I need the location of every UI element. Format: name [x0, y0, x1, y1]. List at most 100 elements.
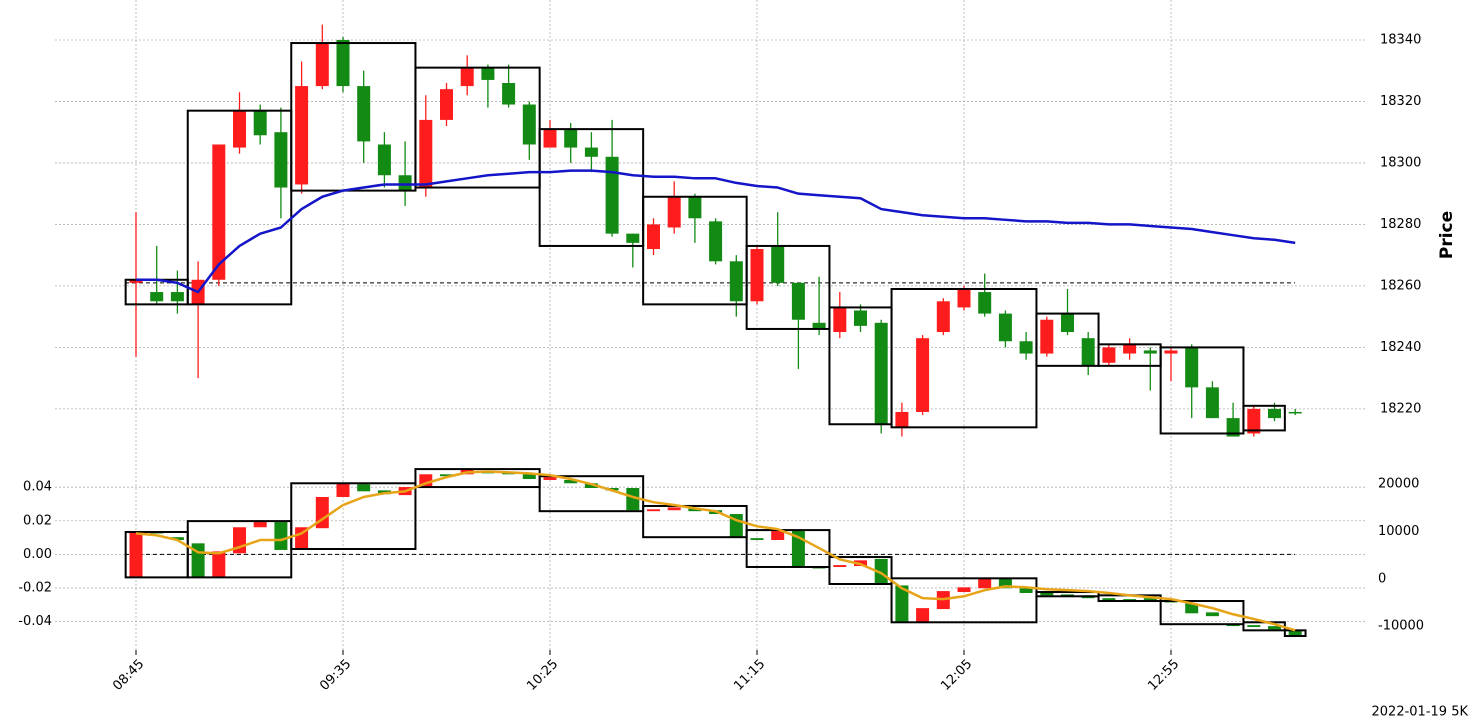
candle-body — [419, 119, 433, 188]
candle-body — [584, 147, 598, 157]
candle-body — [605, 156, 619, 234]
candle-body — [564, 479, 578, 484]
candle-body — [377, 144, 391, 176]
candle-body — [647, 509, 660, 512]
x-tick-label: 11:15 — [731, 657, 768, 694]
x-tick-label: 12:55 — [1145, 657, 1182, 694]
candle-body — [771, 531, 785, 541]
candle-body — [750, 538, 764, 541]
candle-body — [398, 175, 412, 191]
candle-body — [626, 233, 640, 243]
range-box — [745, 529, 831, 568]
candle-body — [916, 338, 930, 412]
candle-body — [688, 508, 702, 512]
range-box — [186, 109, 293, 306]
range-box — [828, 556, 893, 585]
y-tick-label: 18280 — [1380, 217, 1421, 232]
range-box — [1035, 312, 1100, 367]
candle-body — [1019, 341, 1033, 354]
candle-body — [854, 310, 867, 326]
candle-body — [522, 474, 536, 480]
candle-body — [1102, 347, 1116, 363]
range-box — [290, 482, 417, 551]
candle-body — [895, 585, 909, 623]
candle-body — [1247, 408, 1261, 434]
candle-body — [998, 313, 1012, 342]
candle-body — [791, 282, 805, 320]
candle-body — [543, 477, 557, 480]
candle-body — [274, 522, 288, 550]
line-series — [136, 169, 1296, 294]
candle-body — [1040, 592, 1054, 596]
x-tick-label: 09:35 — [317, 657, 354, 694]
candle-body — [833, 307, 847, 333]
range-box — [642, 504, 748, 539]
footer-label: 2022-01-19 5K — [1372, 705, 1469, 720]
candle-body — [253, 110, 267, 136]
candle-body — [750, 249, 764, 302]
candle-body — [833, 565, 847, 567]
y-tick-label: 18340 — [1380, 32, 1421, 47]
candle-body — [709, 221, 723, 262]
candle-body — [1185, 347, 1199, 388]
candle-body — [1164, 350, 1178, 354]
x-tick-label: 12:05 — [938, 657, 975, 694]
candle-body — [274, 132, 288, 188]
candle-body — [998, 578, 1012, 589]
candle-body — [1102, 598, 1116, 602]
y-tick-label: 18220 — [1380, 401, 1421, 416]
candle-body — [440, 89, 453, 120]
candle-body — [1185, 603, 1199, 614]
candle-body — [1040, 319, 1054, 354]
candle-body — [978, 578, 992, 589]
y-tick-label: 18240 — [1380, 340, 1421, 355]
candle-body — [1205, 612, 1219, 617]
candle-body — [1143, 350, 1157, 354]
candle-body — [564, 129, 578, 148]
candle-body — [1288, 411, 1302, 414]
candle-body — [1205, 387, 1219, 419]
candle-body — [1123, 344, 1137, 354]
range-box — [414, 66, 541, 189]
y-tick-label: -0.02 — [18, 580, 52, 595]
range-box — [538, 128, 645, 247]
candle-body — [1268, 408, 1281, 419]
y-axis-label: Price — [1437, 211, 1457, 259]
candle-body — [584, 483, 598, 489]
candle-body — [253, 522, 267, 528]
range-box — [1035, 591, 1100, 598]
x-tick-label: 10:25 — [524, 657, 561, 694]
candle-body — [315, 43, 329, 87]
candle-body — [295, 86, 309, 185]
y-tick-label: 0.02 — [23, 513, 52, 528]
y-tick-label: 0.00 — [23, 547, 52, 562]
candle-body — [647, 224, 660, 250]
candle-body — [170, 292, 184, 302]
candle-body — [502, 83, 516, 105]
candle-body — [1081, 338, 1095, 366]
range-box — [538, 475, 645, 513]
y2-tick-label: -10000 — [1378, 619, 1424, 634]
candle-body — [667, 196, 681, 228]
candle-body — [1143, 598, 1157, 601]
candle-body — [895, 411, 909, 428]
candle-body — [233, 110, 246, 148]
y-tick-label: 18320 — [1380, 94, 1421, 109]
candle-body — [688, 196, 702, 219]
candle-body — [874, 558, 888, 584]
candle-body — [1247, 625, 1261, 628]
candle-body — [729, 261, 743, 302]
candle-body — [522, 104, 536, 145]
range-box — [890, 577, 1038, 624]
candle-body — [936, 301, 950, 333]
y2-tick-label: 10000 — [1378, 524, 1419, 539]
candle-body — [1226, 418, 1240, 437]
candle-body — [129, 531, 143, 578]
candle-body — [1268, 626, 1281, 630]
range-box — [1242, 404, 1286, 432]
candle-body — [295, 527, 309, 550]
candle-body — [170, 537, 184, 541]
candle-body — [129, 279, 143, 283]
candle-body — [957, 288, 971, 308]
y-tick-label: -0.04 — [18, 614, 52, 629]
